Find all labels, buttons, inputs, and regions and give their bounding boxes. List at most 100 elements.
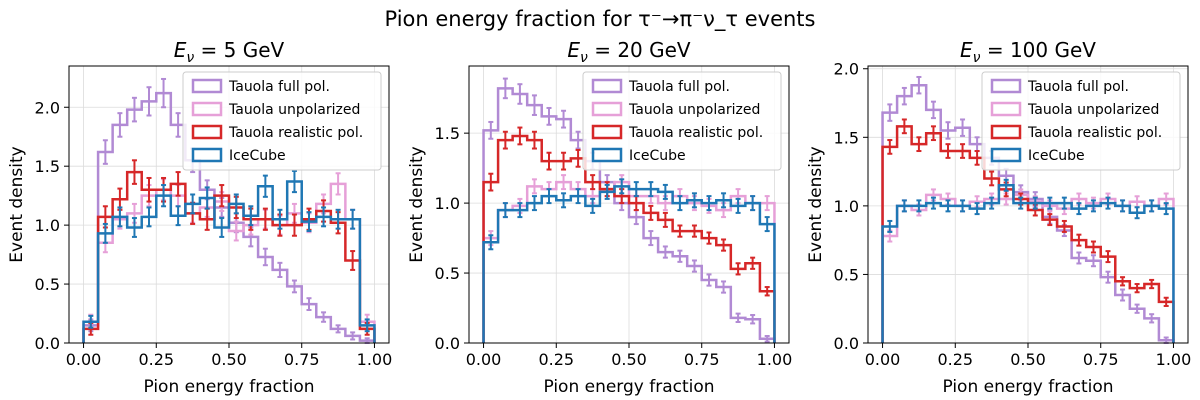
error-bar	[131, 159, 137, 185]
y-tick-label: 0.0	[834, 334, 859, 353]
x-tick-label: 1.00	[1156, 350, 1192, 369]
error-bar	[1047, 196, 1053, 210]
error-bar	[930, 196, 936, 210]
error-bar	[590, 174, 596, 191]
x-tick-label: 0.25	[138, 350, 174, 369]
y-tick-label: 0.5	[35, 275, 60, 294]
y-tick-label: 1.0	[834, 197, 859, 216]
y-tick-label: 1.0	[435, 194, 460, 213]
error-bar	[1163, 202, 1169, 216]
error-bar	[1061, 219, 1067, 233]
error-bar	[945, 199, 951, 213]
error-bar	[190, 193, 196, 215]
y-tick-label: 2.0	[35, 98, 60, 117]
error-bar	[531, 178, 537, 195]
legend-label: Tauola full pol.	[628, 79, 730, 95]
x-axis-label: Pion energy fraction	[942, 377, 1113, 397]
error-bar	[1149, 278, 1155, 290]
error-bar	[1105, 250, 1111, 264]
error-bar	[517, 83, 523, 105]
error-bar	[721, 238, 727, 252]
error-bar	[277, 261, 283, 278]
error-bar	[648, 204, 654, 221]
error-bar	[1105, 196, 1111, 210]
error-bar	[1090, 240, 1096, 254]
error-bar	[1149, 199, 1155, 213]
x-tick-label: 0.50	[611, 350, 647, 369]
error-bar	[590, 197, 596, 214]
error-bar	[175, 171, 181, 197]
legend-entry: Tauola unpolarized	[990, 101, 1159, 118]
error-bar	[262, 174, 268, 198]
error-bar	[974, 202, 980, 216]
error-bar	[131, 96, 137, 123]
error-bar	[161, 184, 167, 208]
legend-label: Tauola realistic pol.	[228, 125, 363, 141]
error-bar	[350, 331, 356, 341]
error-bar	[350, 208, 356, 230]
error-bar	[604, 183, 610, 200]
error-bar	[945, 121, 951, 140]
error-bar	[561, 174, 567, 191]
legend-label: Tauola realistic pol.	[628, 125, 763, 141]
error-bar	[546, 106, 552, 126]
panel-5gev: 0.00 0.25 0.50 0.75 1.00 0.0 0.5 1.0 1.5 2.0 Pion …	[7, 38, 392, 397]
error-bar	[662, 245, 668, 259]
legend-swatch	[591, 124, 623, 140]
error-bar	[750, 195, 756, 212]
legend-box	[981, 71, 1181, 171]
error-bar	[488, 120, 494, 140]
histogram-step-line	[482, 87, 776, 343]
error-bar	[321, 206, 327, 228]
error-bar	[161, 77, 167, 109]
y-tick-label: 1.0	[35, 216, 60, 235]
error-bar	[146, 176, 152, 203]
legend-label: Tauola unpolarized	[228, 102, 360, 118]
y-tick-label: 0.5	[435, 264, 460, 283]
x-tick-label: 0.00	[466, 350, 502, 369]
error-bar	[488, 172, 494, 192]
legend-entry: Tauola full pol.	[591, 78, 730, 95]
error-bar	[974, 150, 980, 166]
x-tick-label: 0.25	[937, 350, 973, 369]
error-bar	[735, 262, 741, 276]
error-bar	[561, 109, 567, 129]
histogram-step-line	[881, 125, 1175, 343]
error-bar	[691, 192, 697, 209]
error-bar	[502, 202, 508, 219]
series-icecube	[881, 178, 1175, 343]
error-bar	[1134, 303, 1140, 314]
error-bar	[648, 181, 654, 198]
legend-swatch	[191, 101, 223, 117]
panel-title: Eν = 5 GeV	[174, 38, 285, 66]
histogram-step-line	[881, 184, 1175, 343]
y-axis-label: Event density	[7, 146, 27, 262]
error-bar	[575, 148, 581, 168]
x-tick-label: 0.00	[865, 350, 901, 369]
error-bar	[1105, 270, 1111, 284]
panel-100gev: 0.00 0.25 0.50 0.75 1.00 0.0 0.5 1.0 1.5 2.0 Pion …	[806, 38, 1191, 397]
y-tick-label: 0.0	[35, 334, 60, 353]
legend-entry: Tauola realistic pol.	[191, 124, 363, 141]
y-axis-label: Event density	[407, 146, 427, 262]
legend-entry: Tauola unpolarized	[191, 101, 360, 118]
error-bar	[517, 126, 523, 146]
error-bar	[1076, 233, 1082, 247]
error-bar	[233, 193, 239, 215]
x-tick-label: 0.50	[211, 350, 247, 369]
error-bar	[960, 118, 966, 137]
x-tick-label: 0.75	[284, 350, 320, 369]
error-bar	[102, 222, 108, 244]
legend-label: Tauola realistic pol.	[1027, 125, 1162, 141]
error-bar	[662, 183, 668, 200]
error-bar	[146, 206, 152, 228]
error-bar	[131, 217, 137, 238]
error-bar	[945, 143, 951, 159]
error-bar	[321, 311, 327, 323]
error-bar	[662, 211, 668, 228]
error-bar	[502, 130, 508, 150]
error-bar	[561, 192, 567, 209]
y-axis-label: Event density	[806, 146, 826, 262]
error-bar	[291, 279, 297, 294]
